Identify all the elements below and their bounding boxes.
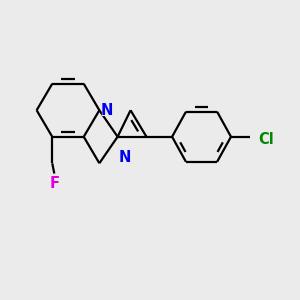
Text: Cl: Cl xyxy=(258,132,274,147)
Text: Cl: Cl xyxy=(255,130,277,149)
Text: N: N xyxy=(101,103,113,118)
Text: N: N xyxy=(116,148,134,167)
Text: N: N xyxy=(119,150,131,165)
Text: F: F xyxy=(49,176,59,191)
Text: F: F xyxy=(47,174,61,194)
Text: N: N xyxy=(99,101,116,120)
